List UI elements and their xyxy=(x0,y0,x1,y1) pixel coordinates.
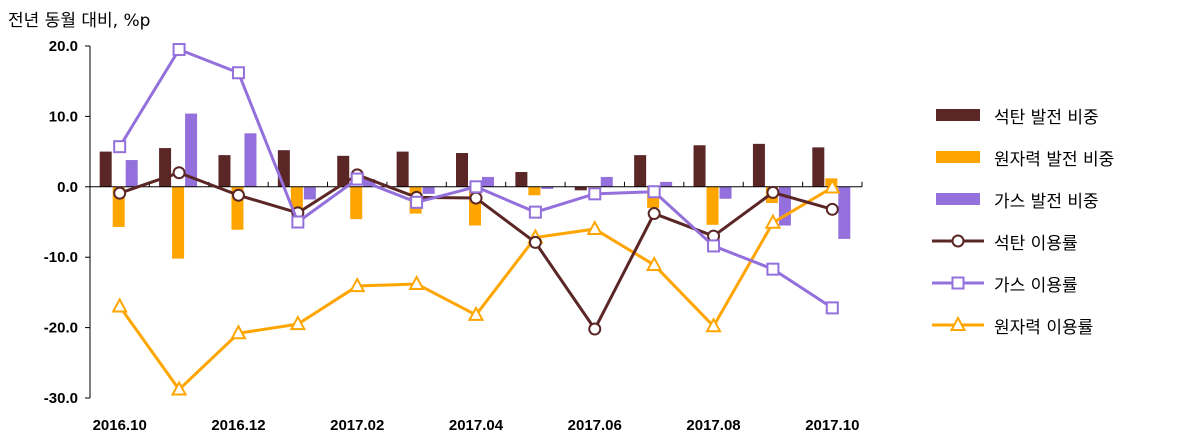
marker-3-2016.12 xyxy=(230,324,247,340)
legend-key-3 xyxy=(936,193,980,205)
bar-1-2017.07 xyxy=(634,155,647,187)
y-axis-label: 전년 동월 대비, %p xyxy=(8,11,151,31)
marker-3-2017.06 xyxy=(586,219,603,236)
marker-3-2017.10 xyxy=(824,178,841,194)
legend-item-1: 석탄 발전 비중 xyxy=(930,94,1114,136)
bar-3-2017.03 xyxy=(422,186,435,194)
marker-2-2017.10 xyxy=(825,301,839,315)
legend-label-6: 원자력 이용률 xyxy=(994,317,1094,338)
y-tick-label: 10.0 xyxy=(49,108,78,125)
marker-1-2016.10 xyxy=(113,186,127,200)
bar-3-2016.11 xyxy=(185,113,198,187)
bar-1-2017.02 xyxy=(337,155,350,187)
y-tick-label: -30.0 xyxy=(44,390,78,407)
bar-2-2017.05 xyxy=(528,186,541,196)
bar-1-2017.04 xyxy=(456,153,468,187)
legend-item-3: 가스 발전 비중 xyxy=(930,178,1114,220)
bar-3-2017.06 xyxy=(600,176,613,187)
x-tick-label: 2017.04 xyxy=(449,417,504,434)
marker-2-2017.07 xyxy=(647,185,661,199)
legend-item-5: 가스 이용률 xyxy=(930,262,1114,304)
bar-3-2017.10 xyxy=(838,186,851,239)
legend-label-2: 원자력 발전 비중 xyxy=(994,149,1115,170)
marker-3-2017.01 xyxy=(289,314,307,331)
x-tick-label: 2017.02 xyxy=(330,417,384,434)
marker-2-2016.10 xyxy=(113,140,127,154)
marker-2-2017.08 xyxy=(707,239,721,253)
bar-1-2016.11 xyxy=(159,148,172,187)
legend-key-1 xyxy=(936,109,980,121)
legend-key-5 xyxy=(932,276,984,290)
bar-2-2017.01 xyxy=(290,186,303,212)
legend-item-6: 원자력 이용률 xyxy=(930,304,1114,346)
marker-1-2017.09 xyxy=(766,185,780,199)
bar-3-2017.04 xyxy=(482,176,494,187)
bar-2-2016.11 xyxy=(172,186,185,259)
marker-2-2017.05 xyxy=(528,205,542,219)
marker-3-2016.10 xyxy=(111,297,128,313)
bar-3-2017.05 xyxy=(541,186,554,189)
x-tick-label: 2017.10 xyxy=(805,417,859,434)
marker-1-2016.11 xyxy=(172,166,186,180)
legend-label-3: 가스 발전 비중 xyxy=(994,191,1099,212)
legend-key-2 xyxy=(936,151,980,163)
marker-3-2017.03 xyxy=(408,274,425,290)
bar-3-2017.08 xyxy=(719,186,732,199)
marker-1-2016.12 xyxy=(231,188,245,202)
legend-label-1: 석탄 발전 비중 xyxy=(994,107,1099,128)
legend-label-4: 석탄 이용률 xyxy=(994,233,1078,254)
bar-3-2016.12 xyxy=(244,133,257,187)
marker-1-2017.04 xyxy=(469,191,483,205)
marker-2-2017.01 xyxy=(291,215,305,229)
axes-layer: 20.0 10.0 0.0 -10.0 -20.0 -30.0 2016.10 2016.12… xyxy=(44,38,863,434)
legend-key-6 xyxy=(932,315,984,331)
marker-2-2017.04 xyxy=(469,180,483,194)
marker-2-2017.03 xyxy=(410,195,424,209)
bar-1-2017.08 xyxy=(693,145,706,187)
marker-3-2017.02 xyxy=(349,276,366,293)
bar-1-2017.01 xyxy=(277,150,290,187)
y-tick-label: -10.0 xyxy=(44,249,78,266)
marker-1-2017.05 xyxy=(528,235,542,249)
x-tick-label: 2016.10 xyxy=(93,417,147,434)
x-tick-label: 2017.08 xyxy=(686,417,740,434)
marker-1-2017.06 xyxy=(588,322,602,336)
bar-1-2017.09 xyxy=(752,143,765,187)
bar-1-2017.03 xyxy=(396,151,409,187)
x-tick-label: 2017.06 xyxy=(568,417,622,434)
marker-1-2017.10 xyxy=(825,202,839,216)
marker-3-2017.08 xyxy=(705,317,722,333)
bar-1-2017.10 xyxy=(812,147,825,187)
bar-2-2017.02 xyxy=(350,186,363,220)
bar-3-2016.10 xyxy=(125,160,138,187)
marker-3-2017.09 xyxy=(764,213,782,229)
legend-key-4 xyxy=(932,234,984,248)
bar-3-2017.07 xyxy=(660,181,673,187)
bar-3-2017.01 xyxy=(303,186,316,200)
y-tick-label: 0.0 xyxy=(57,179,78,196)
marker-2-2017.09 xyxy=(766,262,780,276)
marker-2-2017.06 xyxy=(588,187,602,201)
y-tick-label: -20.0 xyxy=(44,320,78,337)
bar-1-2016.12 xyxy=(218,155,231,187)
legend-item-4: 석탄 이용률 xyxy=(930,220,1114,262)
marker-2-2016.12 xyxy=(231,66,245,80)
bar-1-2016.10 xyxy=(99,151,112,187)
bar-1-2017.05 xyxy=(515,172,528,187)
marker-3-2017.04 xyxy=(467,305,485,321)
x-tick-label: 2016.12 xyxy=(211,417,265,434)
legend-label-5: 가스 이용률 xyxy=(994,275,1078,296)
bar-2-2017.08 xyxy=(706,186,719,225)
y-tick-label: 20.0 xyxy=(49,38,78,55)
marker-2-2017.02 xyxy=(350,172,364,186)
bar-1-2017.06 xyxy=(574,186,587,191)
marker-3-2016.11 xyxy=(170,380,188,396)
marker-1-2017.07 xyxy=(647,207,661,221)
marker-2-2016.11 xyxy=(172,43,186,57)
legend-item-2: 원자력 발전 비중 xyxy=(930,136,1114,178)
marker-3-2017.07 xyxy=(645,255,663,271)
lines-layer xyxy=(111,43,841,396)
